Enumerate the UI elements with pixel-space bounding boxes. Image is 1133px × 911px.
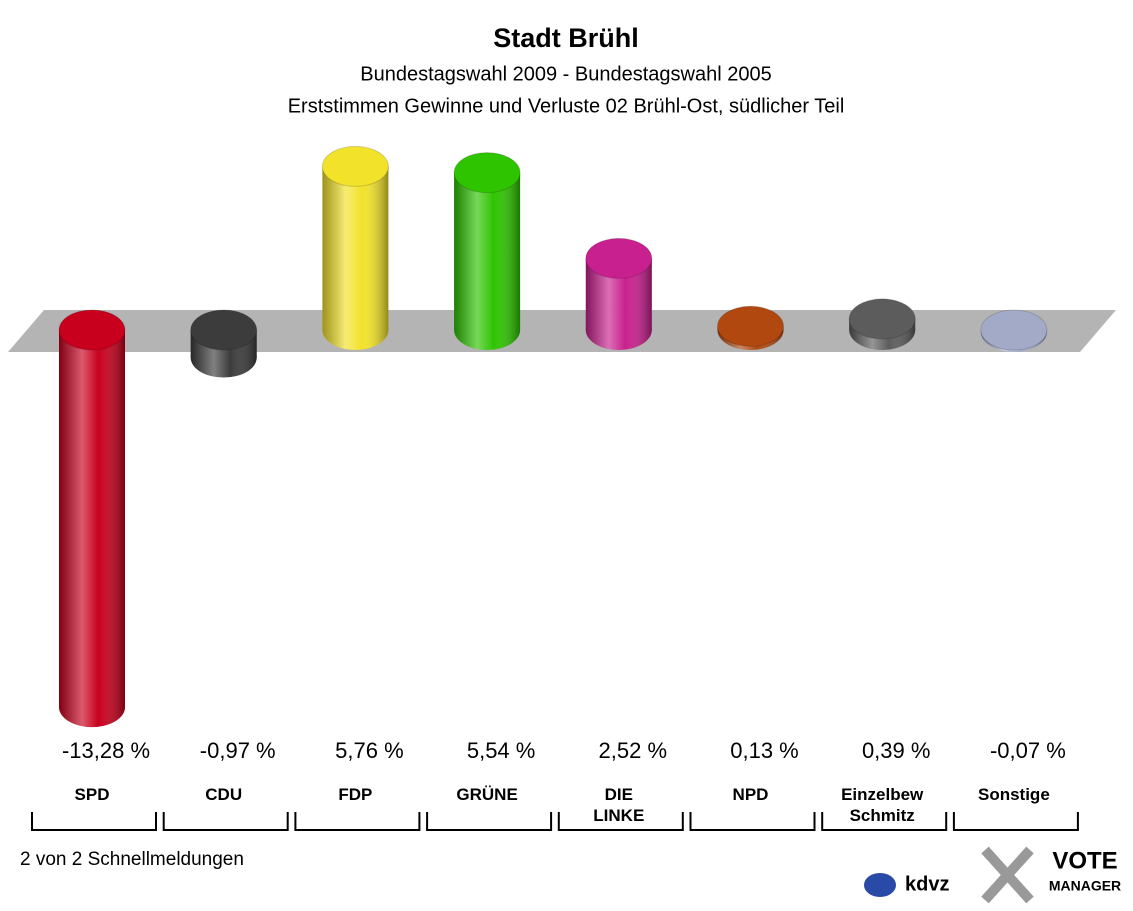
- x-tick-label: Sonstige: [977, 785, 1050, 804]
- x-tick-label: SPD: [74, 785, 110, 804]
- chart-title: Stadt Brühl: [493, 23, 639, 53]
- bracket: [426, 812, 553, 831]
- bar-end-shade: [585, 310, 652, 350]
- x-tick-label: FDP: [338, 785, 373, 804]
- bar: [58, 309, 126, 728]
- logo-text: kdvz: [905, 873, 949, 895]
- x-tick-label: GRÜNE: [456, 785, 518, 804]
- bar-shade: [59, 330, 125, 708]
- bracket: [162, 812, 289, 831]
- bar-shade: [322, 166, 389, 330]
- x-tick-label: Einzelbew Schmitz: [841, 785, 924, 825]
- logo-icon: [864, 873, 896, 897]
- bar: [980, 309, 1048, 352]
- logo-text: VOTE: [1052, 847, 1117, 874]
- bracket: [689, 812, 816, 831]
- bar-cap: [980, 309, 1048, 351]
- chart-subtitle: Bundestagswahl 2009 - Bundestagswahl 200…: [360, 63, 771, 85]
- bracket: [557, 812, 684, 831]
- logo-text: MANAGER: [1049, 878, 1121, 894]
- bar: [453, 152, 521, 350]
- x-tick-label: CDU: [205, 785, 243, 804]
- bar-cap: [717, 305, 784, 347]
- bar: [848, 298, 916, 350]
- bar-cap: [585, 237, 653, 279]
- bar-cap: [453, 152, 521, 194]
- logo-cross: [981, 846, 1034, 904]
- x-tick-label: NPD: [732, 785, 769, 804]
- value-label: -0,97 %: [200, 738, 276, 763]
- bar-cap: [321, 145, 389, 187]
- x-tick-label: DIE LINKE: [593, 785, 645, 825]
- bar-end-shade: [454, 310, 521, 350]
- bar-end-shade: [190, 337, 257, 378]
- bar-cap: [190, 309, 258, 351]
- value-label: -13,28 %: [62, 738, 150, 763]
- bracket: [952, 812, 1079, 831]
- value-label: -0,07 %: [990, 738, 1066, 763]
- value-label: 0,13 %: [730, 738, 799, 763]
- footnote: 2 von 2 Schnellmeldungen: [20, 849, 244, 870]
- bar-cap: [58, 309, 126, 351]
- value-label: 2,52 %: [599, 738, 668, 763]
- bar-end-shade: [322, 310, 389, 350]
- bar-cap: [848, 298, 916, 340]
- bracket: [821, 812, 948, 831]
- bracket: [294, 812, 421, 831]
- bar: [190, 309, 258, 378]
- bar-shade: [454, 172, 521, 330]
- platform: [8, 310, 1116, 352]
- value-label: 5,76 %: [335, 738, 404, 763]
- value-label: 0,39 %: [862, 738, 931, 763]
- bar: [585, 237, 653, 350]
- chart-subtitle: Erststimmen Gewinne und Verluste 02 Brüh…: [288, 95, 845, 117]
- bar-end-shade: [59, 687, 125, 728]
- bar: [321, 145, 389, 350]
- value-label: 5,54 %: [467, 738, 536, 763]
- bar: [717, 305, 784, 350]
- bracket: [31, 812, 157, 831]
